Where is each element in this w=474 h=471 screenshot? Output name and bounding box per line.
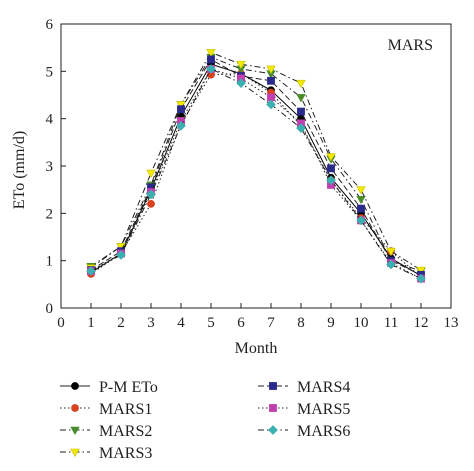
data-point [326, 153, 336, 162]
panel-label: MARS [388, 37, 433, 54]
legend-marker [71, 404, 79, 412]
x-tick-label: 12 [414, 315, 429, 331]
legend-label: MARS2 [99, 423, 152, 440]
data-point [386, 247, 396, 257]
data-point [116, 250, 126, 260]
legend-item: MARS6 [258, 423, 350, 440]
x-tick-label: 8 [297, 315, 305, 331]
series-line [90, 51, 422, 271]
data-point [297, 107, 305, 116]
y-tick-label: 3 [46, 159, 54, 175]
data-point [416, 273, 426, 284]
data-point [206, 49, 216, 58]
data-point [146, 189, 156, 200]
legend-item: MARS1 [60, 401, 152, 418]
data-point [176, 120, 186, 131]
series-layer [86, 49, 426, 284]
y-tick-label: 6 [46, 17, 54, 33]
x-tick-label: 10 [354, 315, 369, 331]
legend-label: MARS5 [297, 401, 350, 418]
series-mars1 [87, 69, 425, 282]
legend-item: MARS2 [60, 423, 152, 440]
series-line [90, 68, 422, 280]
data-point [177, 105, 185, 114]
legend-item: MARS5 [258, 401, 350, 418]
x-tick-label: 9 [327, 315, 335, 331]
legend-label: MARS1 [99, 401, 152, 418]
data-point [266, 99, 276, 110]
series-mars3 [86, 49, 426, 276]
x-tick-label: 5 [207, 315, 215, 331]
series-mars4 [87, 55, 425, 279]
data-point [357, 204, 365, 213]
data-point [236, 78, 246, 88]
legend-label: MARS4 [297, 379, 350, 396]
legend-marker [70, 448, 80, 458]
series-p-m-eto [87, 60, 425, 280]
data-point [416, 266, 426, 276]
x-axis-title: Month [235, 340, 278, 357]
x-tick-label: 11 [384, 315, 398, 331]
series-line [90, 56, 422, 272]
data-point [386, 259, 396, 270]
legend-item: MARS3 [60, 445, 152, 462]
series-line [90, 68, 422, 280]
y-tick-label: 4 [46, 112, 54, 128]
legend-marker [71, 382, 79, 390]
x-tick-label: 1 [87, 315, 95, 331]
x-tick-label: 0 [57, 315, 65, 331]
legend-marker [268, 425, 278, 435]
data-point [146, 169, 156, 179]
data-point [206, 64, 216, 74]
data-point [86, 266, 96, 276]
legend-label: P-M ETo [99, 379, 158, 396]
x-axis-ticks: 0 1 2 3 4 5 6 7 8 9 10 11 12 13 [57, 303, 459, 331]
series-mars5 [87, 65, 425, 283]
x-tick-label: 6 [237, 315, 245, 331]
x-tick-label: 3 [147, 315, 155, 331]
y-tick-label: 5 [46, 64, 54, 80]
data-point [236, 60, 246, 70]
legend-item: P-M ETo [60, 379, 158, 396]
legend-label: MARS6 [297, 423, 350, 440]
series-mars6 [86, 64, 426, 284]
legend-marker [70, 426, 80, 436]
data-point [296, 94, 306, 103]
data-point [147, 199, 155, 208]
y-axis-ticks: 0 1 2 3 4 5 6 [46, 17, 66, 317]
legend-label: MARS3 [99, 445, 152, 462]
y-axis-title: ETo (mm/d) [11, 131, 28, 209]
data-point [267, 76, 275, 85]
data-point [296, 79, 306, 89]
x-tick-label: 13 [444, 315, 459, 331]
legend-marker [269, 404, 277, 412]
data-point [327, 164, 335, 173]
legend-marker [269, 382, 277, 390]
x-tick-label: 2 [117, 315, 125, 331]
y-tick-label: 0 [46, 301, 54, 317]
legend: P-M ETo MARS1 MARS2 MARS3 MARS4 MARS5 MARS6 [60, 379, 350, 462]
legend-item: MARS4 [258, 379, 350, 396]
data-point [356, 186, 366, 195]
x-tick-label: 7 [267, 315, 275, 331]
data-point [356, 195, 366, 205]
x-tick-label: 4 [177, 315, 185, 331]
data-point [296, 123, 306, 133]
series-line [90, 73, 422, 278]
data-point [266, 65, 276, 74]
series-line [90, 63, 422, 277]
data-point [326, 175, 336, 186]
series-line [90, 58, 422, 276]
y-tick-label: 2 [46, 206, 54, 222]
data-point [207, 55, 215, 64]
y-tick-label: 1 [46, 254, 54, 270]
data-point [356, 215, 366, 226]
